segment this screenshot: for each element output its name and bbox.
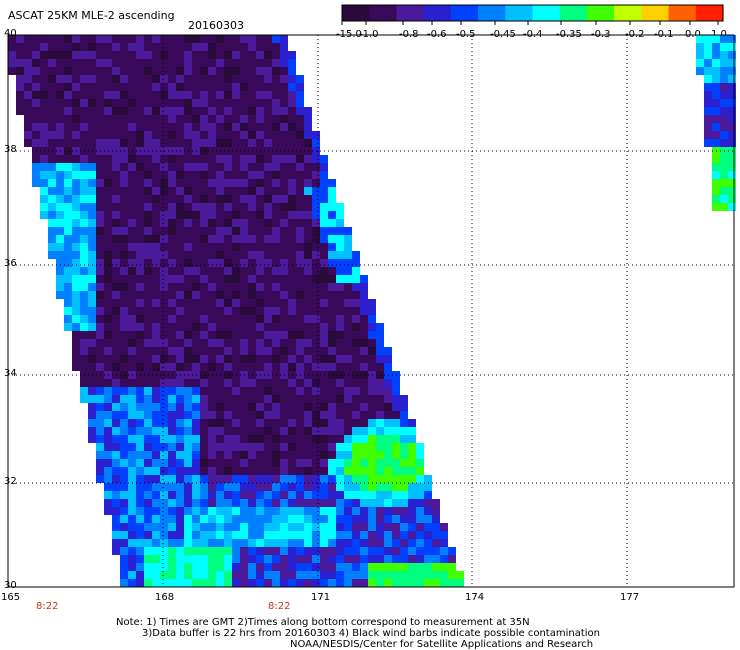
swath-data-layer	[8, 35, 736, 587]
lat-label: 40	[4, 28, 17, 39]
lon-label: 171	[311, 592, 331, 603]
pass-time-left: 8:22	[36, 601, 59, 612]
colorbar-swatch	[532, 5, 561, 21]
lon-label: 168	[155, 592, 175, 603]
map-date: 20160303	[188, 19, 244, 32]
map-title: ASCAT 25KM MLE-2 ascending	[8, 9, 175, 22]
lat-label: 34	[4, 368, 17, 379]
pass-time-middle: 8:22	[268, 601, 291, 612]
colorbar-swatch	[695, 5, 724, 21]
lon-label: 165	[1, 592, 21, 603]
map-frame	[7, 34, 735, 588]
colorbar-swatch	[559, 5, 588, 21]
note-line-3: NOAA/NESDIS/Center for Satellite Applica…	[290, 639, 594, 650]
colorbar-swatch	[342, 5, 370, 21]
note-line-2: 3)Data buffer is 22 hrs from 20160303 4)…	[142, 628, 600, 639]
lat-lon-grid	[8, 35, 734, 587]
colorbar-swatch	[396, 5, 425, 21]
colorbar-frame	[341, 4, 724, 22]
lat-label: 36	[4, 258, 17, 269]
colorbar-swatch	[505, 5, 534, 21]
colorbar-swatch	[450, 5, 479, 21]
colorbar-swatch	[369, 5, 398, 21]
colorbar-swatch	[586, 5, 615, 21]
note-line-1: Note: 1) Times are GMT 2)Times along bot…	[116, 617, 530, 628]
lon-label: 174	[465, 592, 485, 603]
colorbar-swatch	[641, 5, 670, 21]
lon-label: 177	[620, 592, 640, 603]
colorbar-swatch	[478, 5, 506, 21]
lat-label: 38	[4, 144, 17, 155]
colorbar	[341, 4, 724, 25]
lat-label: 30	[4, 580, 17, 591]
colorbar-swatch	[614, 5, 642, 21]
colorbar-swatch	[423, 5, 452, 21]
colorbar-swatch	[668, 5, 697, 21]
lat-label: 32	[4, 476, 17, 487]
